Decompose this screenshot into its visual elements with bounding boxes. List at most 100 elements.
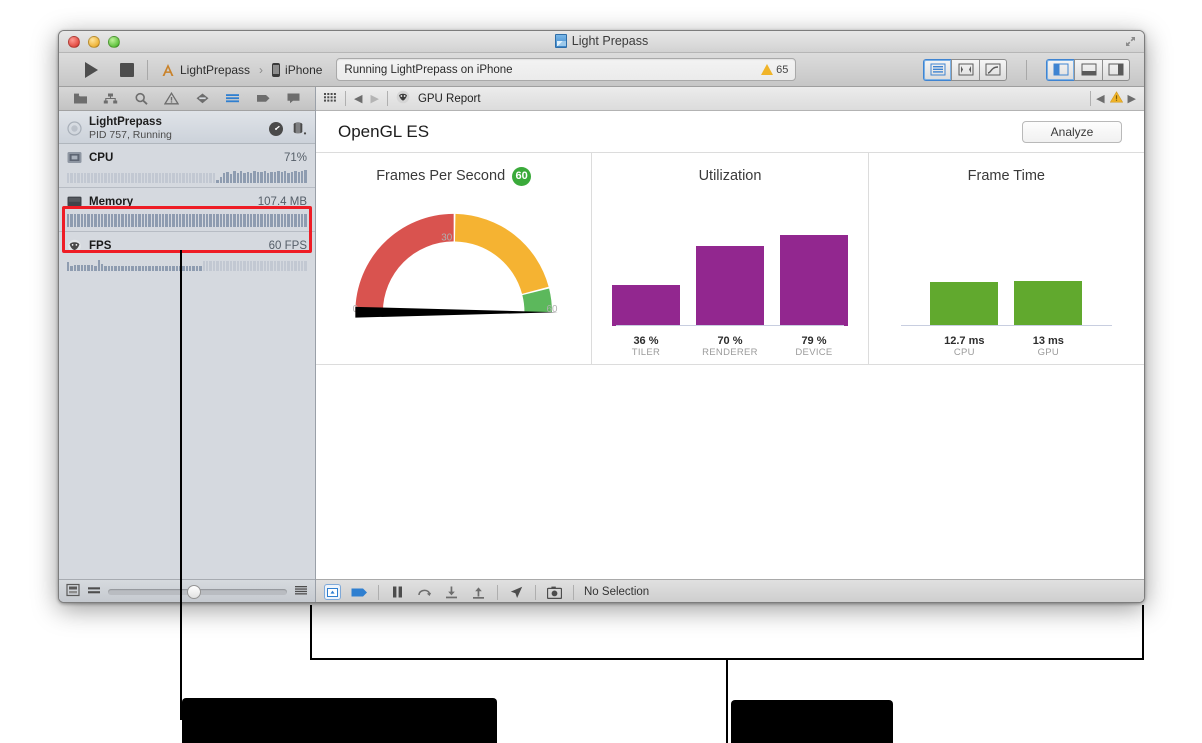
status-text: Running LightPrepass on iPhone [344, 63, 513, 76]
pause-icon[interactable] [389, 584, 406, 600]
gauge-value: 60 FPS [268, 239, 307, 252]
bar-category-label: DEVICE [795, 347, 833, 358]
toggle-navigator-button[interactable] [1046, 58, 1074, 81]
find-navigator-tab[interactable] [131, 90, 151, 108]
forward-arrow-icon[interactable]: ▶ [370, 93, 379, 105]
debug-navigator-tab[interactable] [223, 90, 243, 108]
gauge-tick-label-2: 60 [547, 304, 558, 315]
fullscreen-icon[interactable] [1124, 35, 1137, 48]
slider-knob[interactable] [186, 585, 201, 599]
issue-prev-icon[interactable]: ◀ [1096, 93, 1105, 105]
activity-status-field[interactable]: Running LightPrepass on iPhone 65 [336, 58, 797, 81]
breakpoint-navigator-tab[interactable] [253, 90, 273, 108]
project-navigator-tab[interactable] [70, 90, 90, 108]
bar-wrap [695, 193, 764, 326]
back-arrow-icon[interactable]: ◀ [354, 93, 363, 105]
breakpoint-flag-icon[interactable] [351, 584, 368, 600]
step-over-icon[interactable] [416, 584, 433, 600]
step-out-icon[interactable] [470, 584, 487, 600]
view-mode-icon[interactable] [66, 583, 80, 602]
window-title: Light Prepass [59, 34, 1144, 48]
utilization-panel-title: Utilization [592, 165, 867, 187]
jumpbar-divider-1 [345, 91, 346, 106]
run-play-icon[interactable] [85, 61, 98, 78]
view-gauges-icon[interactable] [268, 121, 284, 137]
xcode-window: Light Prepass LightP [58, 30, 1145, 603]
analyze-button[interactable]: Analyze [1022, 120, 1122, 143]
warning-triangle-icon[interactable] [1109, 91, 1123, 106]
fps-panel-title: Frames Per Second 60 [316, 165, 591, 187]
utilization-panel: Utilization 36 % TILER 70 % RENDERER 79 % DEV… [591, 153, 867, 364]
gauge-label: Memory [89, 195, 134, 208]
fps-status-badge: 60 [512, 166, 532, 186]
report-header: OpenGL ES Analyze [316, 111, 1144, 153]
bar-value-label: 12.7 ms [944, 335, 985, 347]
toggle-debug-area-button[interactable] [1074, 58, 1102, 81]
gauge-list: CPU 71% Memory 107.4 MB FPS 60 FPS [59, 144, 315, 271]
step-into-icon[interactable] [443, 584, 460, 600]
issue-next-icon[interactable]: ▶ [1127, 93, 1136, 105]
fps-gauge-chart: 0 30 60 [316, 187, 591, 362]
stop-square-icon[interactable] [120, 62, 134, 77]
debugbar-divider-4 [573, 584, 574, 600]
debug-area-icon[interactable] [324, 584, 341, 600]
fps-title-text: Frames Per Second [376, 168, 506, 184]
gauge-detail-slider[interactable] [108, 585, 287, 599]
view-toggle-group [1046, 58, 1130, 81]
location-arrow-icon[interactable] [508, 584, 525, 600]
gpu-callout-bracket-left [310, 605, 312, 660]
bar-category-label: TILER [631, 347, 661, 358]
gauge-row-header: Memory 107.4 MB [67, 192, 307, 211]
bar-wrap [611, 193, 680, 326]
warning-triangle-icon [761, 64, 774, 75]
close-button[interactable] [68, 36, 80, 48]
frametime-panel-title: Frame Time [869, 165, 1144, 187]
minimize-button[interactable] [88, 36, 100, 48]
chevron-right-icon: › [259, 62, 264, 77]
zoom-button[interactable] [108, 36, 120, 48]
gauge-row-cpu[interactable]: CPU 71% [59, 144, 315, 183]
gauge-row-divider [59, 187, 315, 188]
process-header[interactable]: LightPrepass PID 757, Running [59, 111, 315, 144]
debug-bar: No Selection [316, 579, 1144, 602]
camera-icon[interactable] [546, 584, 563, 600]
bar-device [779, 235, 848, 326]
navigator-filter-bar [59, 579, 315, 602]
frametime-axis [900, 325, 1112, 326]
gauge-sparkline [67, 169, 307, 183]
scheme-selector[interactable]: LightPrepass › iPhone [161, 62, 322, 77]
bar-value-label: 70 % [717, 335, 743, 347]
bar-label-group: 70 % RENDERER [696, 335, 764, 358]
toggle-utilities-button[interactable] [1102, 58, 1130, 81]
issue-navigator-tab[interactable] [162, 90, 182, 108]
compact-list-icon[interactable] [87, 583, 101, 601]
fps-panel: Frames Per Second 60 0 30 60 [316, 153, 591, 364]
related-items-icon[interactable] [324, 92, 337, 106]
bar-value-label: 13 ms [1032, 335, 1064, 347]
symbol-navigator-tab[interactable] [101, 90, 121, 108]
jumpbar-item-label[interactable]: GPU Report [417, 92, 481, 105]
gauge-row-divider [59, 231, 315, 232]
gpu-callout-bracket-right [1142, 605, 1144, 660]
gpu-callout-stem [726, 658, 728, 743]
report-navigator-tab[interactable] [284, 90, 304, 108]
expand-list-icon[interactable] [294, 583, 308, 601]
utilization-bar-chart: 36 % TILER 70 % RENDERER 79 % DEVICE [592, 187, 867, 362]
scheme-target-icon [161, 63, 175, 77]
gauge-row-memory[interactable]: Memory 107.4 MB [59, 188, 315, 227]
window-traffic-lights [68, 36, 120, 48]
metric-panels: Frames Per Second 60 0 30 60 Utilization [316, 153, 1144, 365]
gauge-row-fps[interactable]: FPS 60 FPS [59, 232, 315, 271]
version-editor-button[interactable] [979, 58, 1007, 81]
frametime-bar-chart: 12.7 ms CPU 13 ms GPU [869, 187, 1144, 362]
process-filter-icon[interactable] [291, 121, 307, 137]
navigator-pane: LightPrepass PID 757, Running CPU 71% Memo… [59, 87, 316, 602]
bar-category-label: CPU [953, 347, 975, 358]
assistant-editor-button[interactable] [951, 58, 979, 81]
test-navigator-tab[interactable] [192, 90, 212, 108]
status-badge[interactable]: 65 [761, 64, 788, 76]
bar-label-group: 36 % TILER [612, 335, 680, 358]
standard-editor-button[interactable] [923, 58, 951, 81]
gauge-band-fair [454, 213, 549, 294]
bar-value-label: 36 % [633, 335, 659, 347]
